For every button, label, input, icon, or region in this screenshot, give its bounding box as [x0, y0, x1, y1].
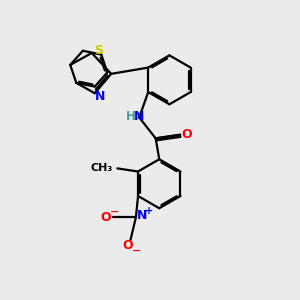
Text: N: N: [137, 209, 148, 222]
Text: O: O: [101, 211, 111, 224]
Text: −: −: [110, 207, 119, 217]
Text: S: S: [94, 44, 103, 57]
Text: O: O: [182, 128, 192, 141]
Text: O: O: [122, 239, 133, 252]
Text: +: +: [145, 206, 153, 216]
Text: −: −: [132, 246, 141, 256]
Text: CH₃: CH₃: [91, 164, 113, 173]
Text: N: N: [95, 90, 105, 103]
Text: N: N: [134, 110, 144, 123]
Text: H: H: [126, 110, 136, 123]
